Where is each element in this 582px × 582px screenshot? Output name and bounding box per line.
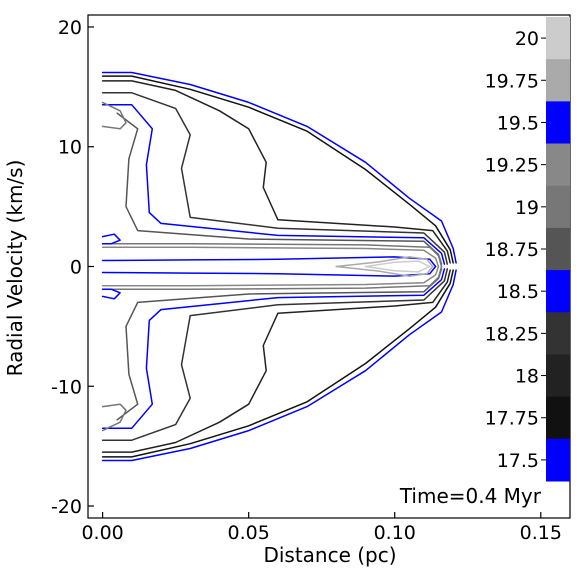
x-tick-label: 0.15 [520, 522, 562, 544]
colorbar-label: 19.75 [485, 70, 539, 92]
y-tick-label: 20 [58, 17, 82, 39]
contour-line-18_25-upper-3 [101, 92, 449, 265]
contour-line-19_25-upper-8 [101, 246, 440, 268]
contour-line-18_5-upper-4 [101, 104, 446, 265]
x-axis-title: Distance (pc) [263, 543, 396, 567]
axes: 0.00 0.05 0.10 0.15 -20 -10 0 10 20 [51, 17, 562, 544]
x-tick-label: 0.10 [374, 522, 416, 544]
colorbar-label: 18.5 [497, 281, 539, 303]
colorbar-swatch [546, 438, 570, 482]
colorbar-label: 18 [515, 366, 539, 388]
contour-line-18_5-lower-4 [101, 268, 446, 429]
contour-line-19-upper-7 [101, 242, 443, 268]
contour-line-17_5-upper-0 [101, 71, 457, 264]
contour-line-18-lower-2 [101, 269, 451, 453]
colorbar-label: 18.25 [485, 323, 539, 345]
contour-line-19_75-upper-11 [335, 256, 434, 268]
contour-line-19_25-lower-8 [101, 265, 440, 287]
colorbar-swatch [546, 185, 570, 229]
y-axis-title: Radial Velocity (km/s) [3, 160, 27, 377]
contour-line-18_25-lower-3 [101, 268, 449, 441]
colorbar-swatch [546, 354, 570, 398]
time-annotation: Time=0.4 Myr [399, 484, 542, 508]
contour-line-17_5-lower-0 [101, 269, 457, 462]
colorbar-label: 20 [515, 28, 539, 50]
contour-line-19-lower-7 [101, 265, 443, 291]
y-tick-label: -10 [51, 376, 82, 398]
contour-line-20-upper-12 [364, 260, 431, 268]
x-tick-label: 0.05 [228, 522, 270, 544]
colorbar-swatch [546, 59, 570, 102]
colorbar-swatch [546, 17, 570, 60]
contour-line-19_75-lower-11 [335, 265, 434, 277]
y-tick-label: 0 [70, 257, 82, 279]
colorbar-label: 19 [515, 197, 539, 219]
contour-line-19_5-upper-9 [101, 233, 121, 245]
y-tick-label: 10 [58, 137, 82, 159]
colorbar-swatch [546, 101, 570, 145]
contour-line-17_75-lower-1 [101, 269, 454, 458]
contour-line-19_5-upper-10 [101, 256, 437, 268]
colorbar-swatch [546, 396, 570, 440]
colorbar-swatch [546, 143, 570, 187]
colorbar-label: 19.25 [485, 155, 539, 177]
contour-line-19_5-lower-10 [101, 265, 437, 277]
colorbar-swatch [546, 227, 570, 271]
y-tick-label: -20 [51, 496, 82, 518]
colorbar-swatch [546, 270, 570, 313]
contour-lines [101, 71, 457, 462]
colorbar-label: 17.75 [485, 408, 539, 430]
contour-line-19-lower-6 [101, 403, 127, 432]
contour-line-18_75-upper-5 [116, 112, 443, 265]
colorbar-swatch [546, 312, 570, 355]
contour-line-19_5-lower-9 [101, 288, 121, 300]
colorbar-label: 18.75 [485, 239, 539, 261]
colorbar-label: 19.5 [497, 112, 539, 134]
contour-line-19-upper-6 [101, 101, 127, 130]
contour-line-17_75-upper-1 [101, 75, 454, 264]
contour-line-18-upper-2 [101, 80, 451, 264]
x-tick-label: 0.00 [81, 522, 123, 544]
contour-line-20-lower-12 [364, 265, 431, 273]
colorbar: 20 19.75 19.5 19.25 19 18.75 18.5 18.25 18 17.75 1… [485, 17, 570, 482]
colorbar-label: 17.5 [497, 450, 539, 472]
contour-line-18_75-lower-5 [116, 268, 443, 421]
